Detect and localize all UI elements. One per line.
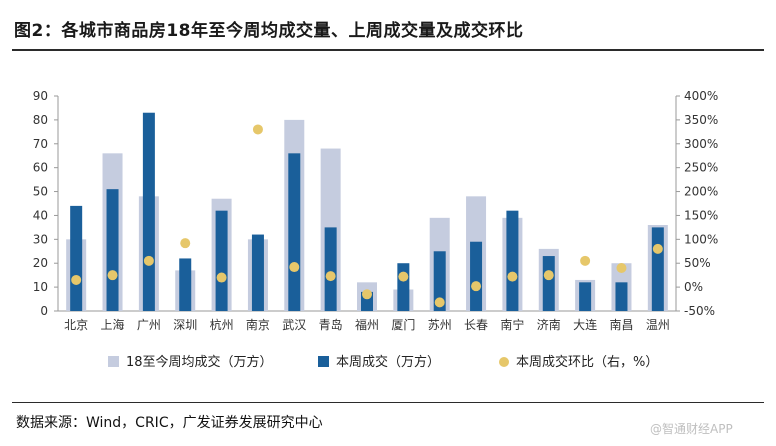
ratio-dot: [471, 281, 482, 292]
x-category-label: 武汉: [282, 318, 306, 332]
ratio-dot: [289, 262, 300, 273]
legend-label-avg: 18至今周均成交（万方）: [126, 354, 273, 370]
x-category-label: 杭州: [210, 317, 234, 332]
y-left-tick-label: 30: [33, 232, 48, 246]
ratio-dot: [652, 243, 663, 254]
y-left-tick-label: 90: [33, 89, 48, 103]
ratio-dot: [216, 272, 227, 283]
ratio-dot: [107, 270, 118, 281]
y-right-tick-label: 300%: [684, 137, 718, 151]
y-right-tick-label: 200%: [684, 185, 718, 199]
x-category-label: 福州: [355, 317, 379, 332]
legend: 18至今周均成交（万方） 本周成交（万方） 本周成交环比（右，%）: [108, 354, 658, 370]
legend-swatch-ratio: [499, 357, 509, 367]
ratio-dot: [71, 274, 82, 285]
ratio-dot: [252, 124, 263, 135]
y-right-tick-label: 100%: [684, 232, 718, 246]
legend-swatch-avg: [108, 356, 119, 367]
y-left-tick-label: 40: [33, 208, 48, 222]
chart-title: 图2：各城市商品房18年至今周均成交量、上周成交量及成交环比: [14, 21, 524, 41]
y-right-tick-label: 250%: [684, 161, 718, 175]
bar-week: [579, 282, 592, 311]
y-left-tick-label: 80: [33, 113, 48, 127]
y-right-tick-label: 0%: [684, 280, 703, 294]
source-note: 数据来源：Wind，CRIC，广发证券发展研究中心: [16, 415, 323, 431]
ratio-dots: [71, 124, 663, 308]
bar-week: [142, 112, 155, 311]
y-right-tick-label: -50%: [684, 304, 715, 318]
bars-avg: [66, 119, 668, 311]
x-category-label: 南京: [246, 317, 270, 332]
x-category-label: 大连: [573, 317, 597, 332]
ratio-dot: [362, 289, 372, 300]
ratio-dot: [507, 271, 518, 282]
y-right-tick-label: 400%: [684, 89, 718, 103]
bar-week: [324, 227, 337, 311]
y-right-tick-label: 350%: [684, 113, 718, 127]
bar-week: [397, 263, 410, 311]
x-category-label: 温州: [646, 318, 670, 332]
source-divider: [12, 402, 764, 403]
chart-area: 0 10 20 30 40 50 60 70 80 90 -50% 0% 50% 100% 150% 200%…: [33, 89, 719, 370]
bar-week: [70, 205, 83, 311]
bar-week: [615, 282, 628, 311]
bar-week: [542, 256, 555, 311]
x-category-label: 上海: [101, 317, 125, 332]
legend-label-ratio: 本周成交环比（右，%）: [516, 354, 658, 370]
ratio-dot: [325, 271, 336, 282]
legend-label-week: 本周成交（万方）: [336, 354, 440, 370]
ratio-dot: [580, 255, 591, 266]
y-left-tick-label: 0: [40, 304, 48, 318]
y-left-tick-label: 50: [33, 185, 48, 199]
bar-week: [651, 227, 664, 311]
ratio-dot: [398, 271, 409, 282]
bar-week: [215, 210, 228, 311]
bar-week: [288, 153, 301, 311]
x-category-label: 广州: [137, 318, 161, 332]
title-divider: [12, 49, 764, 51]
x-category-label: 苏州: [428, 318, 452, 332]
x-category-label: 济南: [537, 317, 561, 332]
x-category-label: 厦门: [391, 317, 415, 332]
x-category-label: 北京: [64, 318, 88, 332]
x-category-label: 深圳: [173, 318, 197, 332]
bar-week: [251, 234, 264, 311]
bar-week: [470, 241, 483, 311]
ratio-dot: [143, 255, 154, 266]
x-category-label: 长春: [464, 318, 488, 332]
y-right-tick-label: 50%: [684, 256, 711, 270]
ratio-dot: [543, 270, 554, 281]
y-left-tick-label: 60: [33, 161, 48, 175]
bar-week: [179, 258, 192, 311]
y-left-tick-label: 20: [33, 256, 48, 270]
bars-week: [70, 112, 664, 311]
legend-swatch-week: [318, 356, 329, 367]
watermark: @智通财经APP: [650, 422, 733, 436]
ratio-dot: [180, 238, 191, 249]
axes: 0 10 20 30 40 50 60 70 80 90 -50% 0% 50% 100% 150% 200%…: [33, 89, 719, 332]
x-category-label: 青岛: [319, 317, 343, 332]
bar-week: [106, 189, 119, 311]
y-left-tick-label: 70: [33, 137, 48, 151]
bar-week: [433, 251, 446, 311]
ratio-dot: [434, 297, 445, 308]
x-category-label: 南昌: [609, 317, 633, 332]
y-left-tick-label: 10: [33, 280, 48, 294]
y-right-tick-label: 150%: [684, 208, 718, 222]
bar-week: [506, 210, 519, 311]
ratio-dot: [616, 263, 627, 273]
x-category-label: 南宁: [500, 317, 524, 332]
